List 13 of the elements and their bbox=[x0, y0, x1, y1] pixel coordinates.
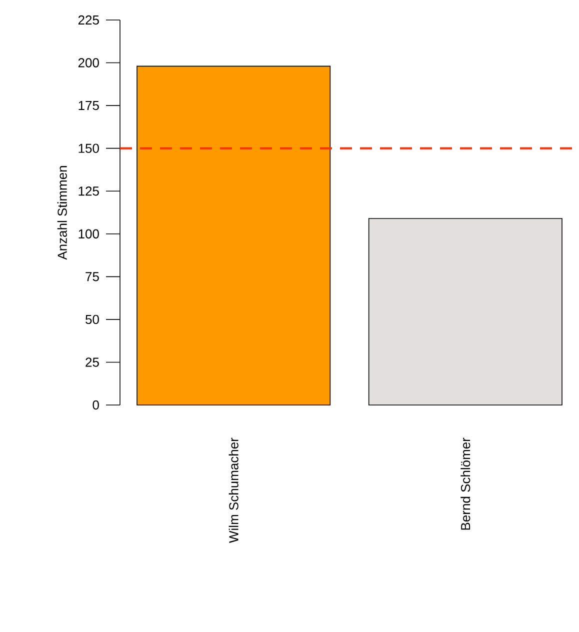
y-tick-label: 225 bbox=[78, 15, 99, 25]
x-tick-label: Bernd Schlömer bbox=[460, 438, 470, 530]
x-tick-label: Wilm Schumacher bbox=[228, 438, 238, 543]
y-tick-label: 200 bbox=[78, 58, 99, 68]
y-tick-label: 75 bbox=[86, 272, 99, 282]
y-tick-label: 0 bbox=[92, 400, 99, 410]
y-axis-title: Anzahl Stimmen bbox=[57, 166, 67, 260]
y-tick-label: 175 bbox=[78, 101, 99, 110]
y-tick-label: 50 bbox=[86, 314, 99, 324]
y-tick-label: 100 bbox=[78, 229, 99, 238]
y-tick-label: 125 bbox=[78, 186, 99, 196]
y-tick-label: 150 bbox=[78, 144, 99, 153]
y-tick-label: 25 bbox=[86, 358, 99, 367]
